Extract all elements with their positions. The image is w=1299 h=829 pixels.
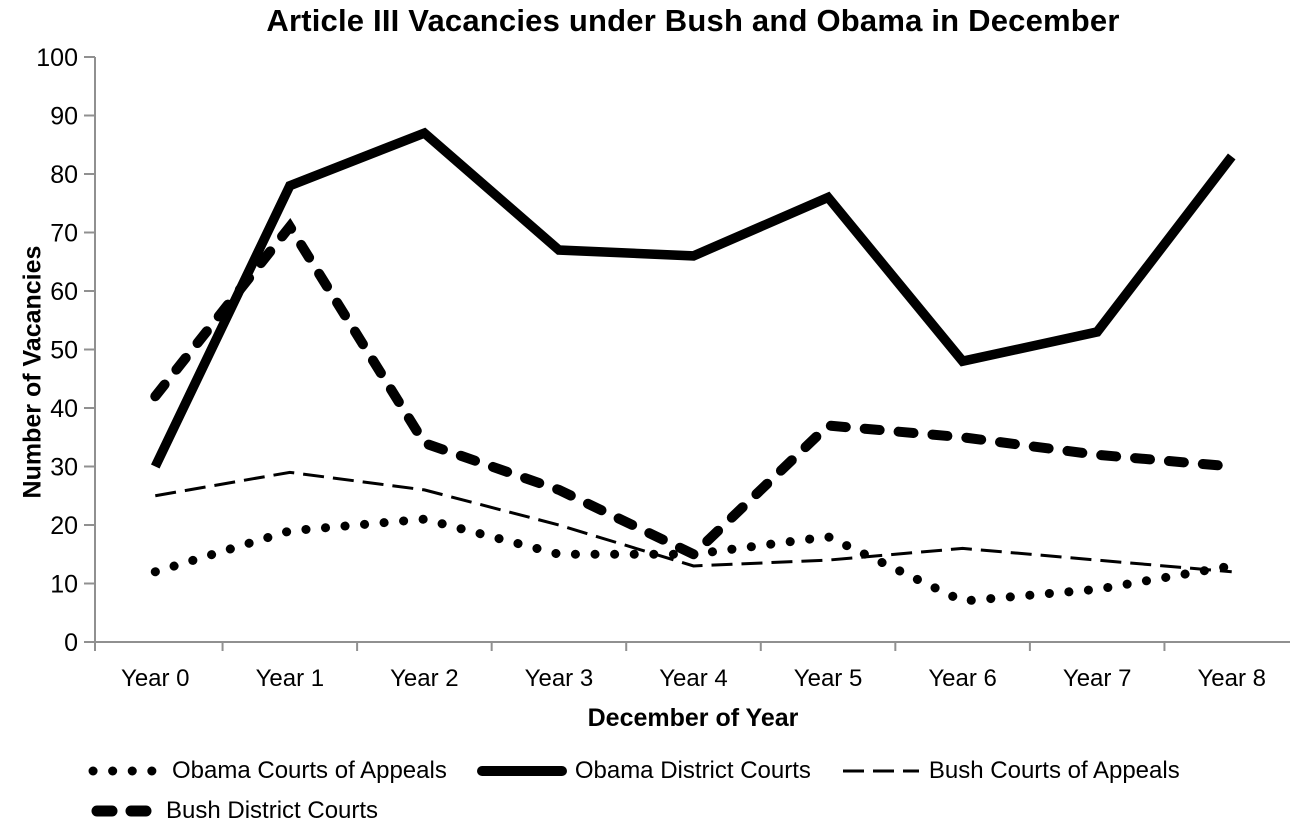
y-tick-label-60: 60 [50,278,78,306]
x-tick-label-year-3: Year 3 [525,665,594,692]
y-tick-label-90: 90 [50,103,78,131]
legend-item-obama-district-courts: Obama District Courts [476,757,811,785]
x-tick-label-year-5: Year 5 [794,665,863,692]
legend-label: Bush Courts of Appeals [928,757,1180,784]
x-tick-label-year-0: Year 0 [121,665,190,692]
y-tick-label-40: 40 [50,395,78,423]
legend-label: Bush District Courts [166,797,379,824]
legend-label: Obama Courts of Appeals [172,757,447,784]
series-line-bush-courts-of-appeals [155,470,1232,574]
x-tick-label-year-2: Year 2 [390,665,459,692]
y-tick-label-10: 10 [50,571,78,599]
y-tick-label-30: 30 [50,454,78,482]
legend-item-bush-courts-of-appeals: Bush Courts of Appeals [841,757,1180,785]
dotted-line-swatch-icon [88,766,164,776]
chart-title: Article III Vacancies under Bush and Oba… [266,3,1120,38]
x-tick-label-year-1: Year 1 [256,665,325,692]
x-tick-label-year-8: Year 8 [1197,665,1266,692]
series-line-bush-district-courts [150,217,1237,561]
legend: Obama Courts of Appeals Obama District Co… [88,756,1289,826]
legend-row-1: Obama Courts of Appeals Obama District Co… [88,756,1289,786]
legend-row-2: Bush District Courts [88,796,1289,826]
series-line-obama-district-courts [150,127,1236,469]
series-line-obama-courts-of-appeals [150,514,1237,606]
y-tick-label-70: 70 [50,220,78,248]
legend-item-bush-district-courts: Bush District Courts [88,797,378,825]
dashed-thin-line-swatch-icon [842,769,919,773]
x-tick-label-year-4: Year 4 [659,665,728,692]
y-tick-label-0: 0 [64,629,78,657]
x-axis-title: December of Year [587,704,799,732]
x-tick-label-year-7: Year 7 [1063,665,1132,692]
y-tick-label-100: 100 [36,44,78,72]
y-tick-label-80: 80 [50,161,78,189]
legend-label: Obama District Courts [574,757,811,784]
y-tick-label-50: 50 [50,337,78,365]
solid-thick-line-swatch-icon [476,766,567,776]
legend-item-obama-courts-of-appeals: Obama Courts of Appeals [88,757,447,785]
dashed-thick-line-swatch-icon [91,805,155,817]
x-tick-label-year-6: Year 6 [928,665,997,692]
y-axis-title: Number of Vacancies [18,245,47,499]
y-tick-label-20: 20 [50,512,78,540]
